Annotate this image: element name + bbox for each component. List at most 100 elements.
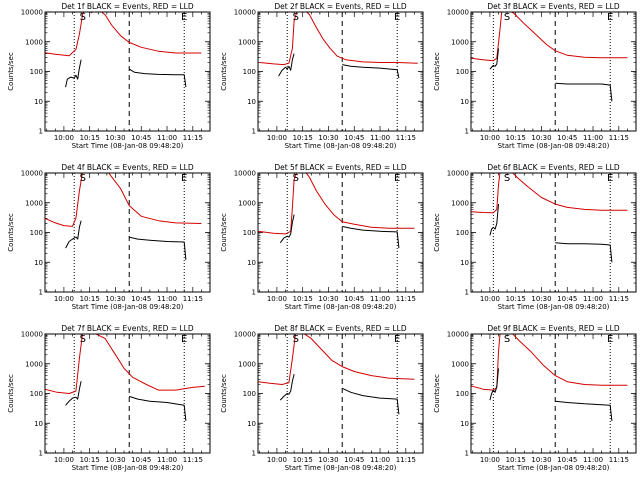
events-series-line [128,68,187,88]
y-tick-label: 100 [243,68,256,76]
y-tick-label: 100 [30,68,43,76]
series-layer [45,334,205,421]
y-tick-label: 1000 [451,199,469,207]
x-tick-label: 11:15 [609,295,629,303]
y-tick-label: 10000 [447,9,469,17]
y-tick-label: 1000 [451,38,469,46]
y-tick-label: 1 [465,128,469,136]
y-tick-label: 10 [247,420,256,428]
y-tick-label: 1 [252,450,256,458]
x-tick-label: 11:15 [609,134,629,142]
x-tick-label: 10:30 [318,295,338,303]
panel-title: Det 6f BLACK = Events, RED = LLD [487,163,620,172]
y-tick-label: 1000 [238,360,256,368]
events-series-line [279,214,295,244]
y-axis-label: Counts/sec [220,213,228,252]
y-tick-label: 10 [460,420,469,428]
x-tick-label: 10:30 [105,134,125,142]
x-tick-label: 11:00 [370,295,390,303]
x-tick-label: 10:00 [54,456,74,464]
events-series-line [129,395,187,421]
x-tick-label: 10:45 [131,456,151,464]
series-layer [259,12,418,79]
marker-e: E [607,12,613,23]
lld-series-line [471,12,628,62]
events-series-line [342,64,400,79]
x-tick-label: 10:30 [105,295,125,303]
x-tick-label: 11:00 [157,456,177,464]
x-tick-label: 10:45 [131,134,151,142]
x-tick-label: 11:00 [370,456,390,464]
events-series-line [278,53,295,77]
marker-s: S [293,173,299,184]
events-series-line [342,225,400,249]
series-layer [471,334,628,421]
series-layer [471,12,628,102]
y-tick-label: 10000 [234,9,256,17]
x-axis-label: Start Time (08-Jan-08 09:48:20) [285,142,397,150]
x-axis-label: Start Time (08-Jan-08 09:48:20) [72,464,184,472]
marker-e: E [181,334,187,345]
y-tick-label: 1 [39,289,43,297]
plot-frame [257,333,424,454]
marker-s: S [293,334,299,345]
x-tick-label: 11:15 [183,295,203,303]
y-tick-label: 10000 [234,331,256,339]
y-tick-label: 1 [252,128,256,136]
lld-series-line [45,12,202,57]
marker-s: S [504,173,510,184]
series-layer [258,173,415,249]
chart-panel-5: Det 5f BLACK = Events, RED = LLD 1 10 100 10… [220,163,424,311]
marker-e: E [607,173,613,184]
y-axis-label: Counts/sec [433,52,441,91]
plot-frame [44,333,211,454]
lld-series-line [45,334,205,394]
x-tick-label: 10:15 [506,456,526,464]
lld-series-line [259,12,418,66]
y-axis-label: Counts/sec [433,374,441,413]
y-tick-label: 1000 [238,199,256,207]
series-layer [45,173,202,260]
x-tick-label: 10:45 [557,295,577,303]
x-tick-label: 10:30 [531,295,551,303]
y-tick-label: 100 [243,390,256,398]
marker-e: E [394,173,400,184]
series-layer [45,12,202,88]
y-tick-label: 10000 [21,170,43,178]
plot-frame [44,11,211,132]
events-series-line [489,368,499,401]
plot-frame [470,333,637,454]
y-tick-label: 1 [39,450,43,458]
marker-s: S [504,12,510,23]
x-tick-label: 11:15 [183,456,203,464]
y-axis-label: Counts/sec [7,374,15,413]
events-series-line [65,220,82,249]
plot-frame [44,172,211,293]
panel-title: Det 7f BLACK = Events, RED = LLD [61,324,194,333]
x-tick-label: 11:15 [396,456,416,464]
x-tick-label: 10:15 [293,134,313,142]
x-tick-label: 11:15 [183,134,203,142]
x-axis-label: Start Time (08-Jan-08 09:48:20) [498,142,610,150]
events-series-line [489,48,499,70]
x-tick-label: 10:45 [131,295,151,303]
y-tick-label: 1000 [25,199,43,207]
x-tick-label: 10:15 [293,456,313,464]
series-layer [258,334,415,415]
lld-series-line [45,173,202,227]
y-tick-label: 100 [456,229,469,237]
x-tick-label: 11:00 [583,134,603,142]
marker-s: S [80,12,86,23]
y-tick-label: 100 [30,229,43,237]
events-series-line [129,236,187,260]
chart-panel-2: Det 2f BLACK = Events, RED = LLD 1 10 100 10… [220,2,424,150]
x-tick-label: 10:00 [267,295,287,303]
x-tick-label: 10:45 [557,456,577,464]
chart-panel-1: Det 1f BLACK = Events, RED = LLD 1 10 100 10… [7,2,211,150]
x-tick-label: 10:15 [80,456,100,464]
x-tick-label: 11:15 [396,134,416,142]
x-axis-label: Start Time (08-Jan-08 09:48:20) [498,303,610,311]
panel-title: Det 2f BLACK = Events, RED = LLD [274,2,407,11]
x-tick-label: 11:00 [157,134,177,142]
marker-e: E [607,334,613,345]
